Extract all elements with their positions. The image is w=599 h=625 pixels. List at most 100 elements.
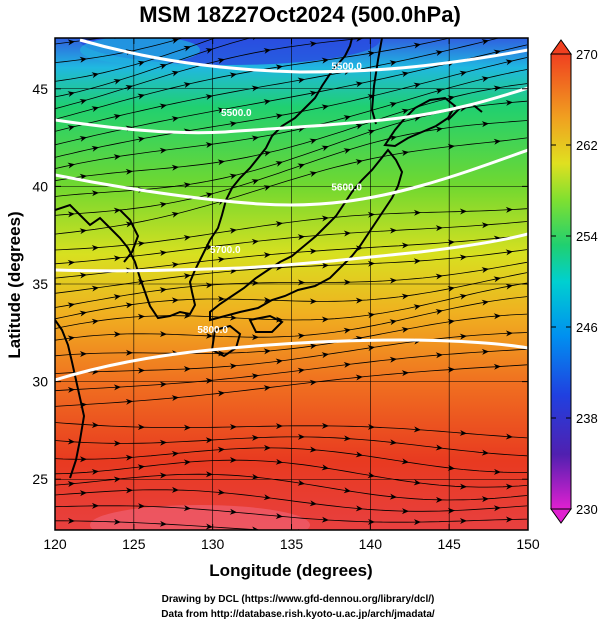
wind-arrow [183,366,191,373]
wind-arrow [309,138,317,145]
wind-arrow [505,99,513,106]
wind-arrow [275,113,283,120]
wind-arrow [125,168,133,175]
wind-arrow [205,48,213,54]
wind-arrow [137,136,145,143]
wind-arrow [321,352,329,359]
wind-arrow [447,286,455,292]
x-axis-label: Longitude (degrees) [209,561,372,580]
x-tick-label: 120 [43,536,67,552]
wind-arrow [389,356,397,363]
wind-arrow [481,222,489,229]
wind-arrow [321,145,329,152]
wind-arrow [367,50,375,57]
contour-5500 [55,86,528,135]
colorbar-tick-label: 230 [576,502,598,517]
wind-arrow [229,508,237,515]
wind-arrow [229,28,238,36]
wind-arrow [401,458,409,465]
wind-arrow [297,433,305,440]
wind-arrow [297,332,305,339]
wind-arrow [401,108,409,115]
wind-arrow [67,91,75,98]
wind-arrow [309,298,317,305]
wind-arrow [367,129,375,136]
cyan-shading [80,38,200,64]
streamline [55,137,528,235]
wind-arrow [505,249,513,256]
wind-arrow [401,327,409,333]
x-tick-label: 130 [201,536,225,552]
wind-arrow [217,58,225,64]
wind-arrow [171,486,179,493]
wind-arrow [309,171,317,177]
wind-arrow [459,429,467,436]
wind-arrow [389,60,397,67]
wind-arrow [171,164,179,171]
wind-arrow [91,145,99,152]
wind-arrow [355,451,363,458]
wind-arrow [505,283,513,290]
wind-arrow [459,208,467,215]
wind-arrow [309,500,317,507]
wind-arrow [343,115,351,121]
wind-arrow [355,505,363,512]
wind-arrow [79,135,87,142]
wind-arrow [343,435,351,442]
wind-arrow [159,63,167,70]
wind-arrow [263,99,271,106]
wind-arrow [343,361,351,368]
wind-arrow [343,230,351,237]
wind-arrow [413,209,421,216]
streamline [55,208,528,251]
wind-arrow [159,250,167,257]
wind-arrow [482,3,490,10]
wind-arrow [413,519,421,526]
colorbar-tick-label: 270 [576,47,598,62]
wind-arrow [321,464,329,471]
wind-arrow [229,314,237,321]
wind-arrow [229,121,237,127]
wind-arrow [297,367,305,374]
wind-arrow [91,502,99,509]
wind-arrow [159,381,167,388]
wind-arrow [217,107,225,114]
wind-arrow [67,302,75,309]
wind-arrow [297,279,305,286]
wind-arrow [447,366,455,373]
wind-arrow [367,472,375,479]
wind-arrow [435,444,443,451]
warm-core-shading [90,505,310,530]
wind-arrow [67,438,75,445]
wind-arrow [447,507,455,514]
wind-arrow [413,258,421,265]
wind-arrow [79,173,87,180]
wind-arrow [79,228,87,235]
wind-arrow [171,450,179,457]
colorbar-tick-label: 246 [576,320,598,335]
wind-arrow [251,434,259,441]
x-tick-label: 150 [516,536,540,552]
wind-arrow [263,252,271,259]
y-tick-label: 35 [32,276,48,292]
wind-arrow [183,182,191,189]
wind-arrow [459,70,467,77]
wind-arrow [113,440,121,447]
wind-arrow [321,316,329,323]
wind-arrow [229,363,237,370]
credit-data: Data from http://database.rish.kyoto-u.a… [161,609,435,620]
wind-arrow [171,70,179,77]
wind-arrow [137,240,145,247]
chart-title: MSM 18Z27Oct2024 (500.0hPa) [139,2,461,27]
wind-arrow [447,318,455,325]
wind-arrow [389,319,397,326]
wind-arrow [159,201,167,208]
wind-arrow [113,294,121,301]
wind-arrow [275,513,283,519]
streamline [55,120,528,216]
wind-arrow [79,56,87,63]
wind-arrow [505,59,513,66]
wind-arrow [125,349,133,356]
streamline [55,272,528,320]
streamline [55,69,528,169]
